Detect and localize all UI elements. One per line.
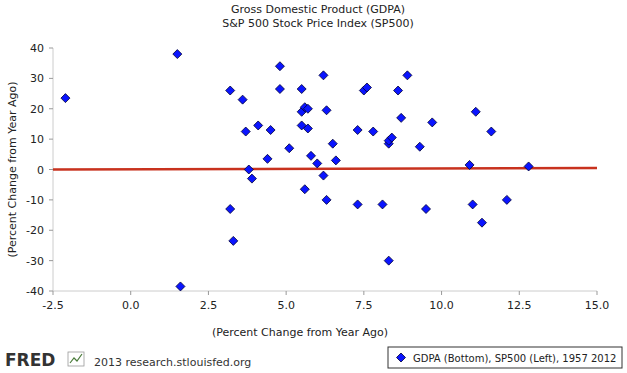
fred-logo: FRED <box>5 350 55 370</box>
point <box>226 86 235 95</box>
point <box>328 139 337 148</box>
x-tick-label: 2.5 <box>200 299 218 312</box>
point <box>300 185 309 194</box>
y-tick-label: -10 <box>26 194 44 207</box>
point <box>397 113 406 122</box>
point <box>275 62 284 71</box>
x-tick <box>286 291 287 295</box>
point <box>61 94 70 103</box>
point <box>331 156 340 165</box>
point <box>428 118 437 127</box>
point <box>176 282 185 291</box>
x-tick-label: 7.5 <box>355 299 373 312</box>
y-tick <box>49 291 53 292</box>
y-tick-label: 0 <box>37 164 44 177</box>
plot-area <box>53 50 597 291</box>
y-tick-label: -30 <box>26 255 44 268</box>
legend-marker <box>397 353 406 362</box>
point <box>322 106 331 115</box>
point <box>378 200 387 209</box>
point <box>319 71 328 80</box>
source: 2013 research.stlouisfed.org <box>94 356 251 369</box>
point <box>319 171 328 180</box>
point <box>322 195 331 204</box>
y-axis-label: (Percent Change from Year Ago) <box>6 81 19 257</box>
point <box>241 127 250 136</box>
x-tick <box>130 291 131 295</box>
x-tick <box>597 291 598 295</box>
legend: GDPA (Bottom), SP500 (Left), 1957 2012 <box>388 347 622 368</box>
point <box>524 162 533 171</box>
point <box>369 127 378 136</box>
chart: Gross Domestic Product (GDPA)S&P 500 Sto… <box>0 0 627 373</box>
point <box>394 86 403 95</box>
point <box>387 133 396 142</box>
point <box>263 154 272 163</box>
y-tick <box>49 260 53 261</box>
point <box>313 159 322 168</box>
y-tick-label: -20 <box>26 224 44 237</box>
y-tick-label: 40 <box>30 42 44 55</box>
point <box>353 126 362 135</box>
logo-icon-line <box>70 354 82 363</box>
y-tick <box>49 199 53 200</box>
point <box>173 50 182 59</box>
y-tick-label: 30 <box>30 72 44 85</box>
x-tick-label: 5.0 <box>277 299 295 312</box>
x-tick-label: 15.0 <box>585 299 610 312</box>
y-tick <box>49 139 53 140</box>
point <box>502 195 511 204</box>
logo-icon-box <box>68 352 84 366</box>
legend-label: GDPA (Bottom), SP500 (Left), 1957 2012 <box>413 353 616 364</box>
subtitle: S&P 500 Stock Price Index (SP500) <box>222 17 413 30</box>
point <box>465 160 474 169</box>
x-tick-label: 12.5 <box>507 299 532 312</box>
point <box>275 85 284 94</box>
point <box>362 83 371 92</box>
point <box>229 236 238 245</box>
x-tick-label: -2.5 <box>42 299 63 312</box>
x-tick <box>208 291 209 295</box>
x-tick <box>363 291 364 295</box>
trend-line <box>53 168 597 170</box>
legend-box <box>388 347 622 368</box>
y-tick-label: 10 <box>30 133 44 146</box>
y-tick-label: -40 <box>26 285 44 298</box>
logo-icon <box>68 352 84 366</box>
y-tick <box>49 108 53 109</box>
x-tick-label: 10.0 <box>429 299 454 312</box>
y-tick <box>49 169 53 170</box>
point <box>247 174 256 183</box>
x-tick-label: 0.0 <box>122 299 140 312</box>
point <box>226 204 235 213</box>
x-axis-line <box>53 291 597 292</box>
point <box>415 142 424 151</box>
y-tick <box>49 78 53 79</box>
point <box>297 85 306 94</box>
point <box>353 200 362 209</box>
point <box>266 126 275 135</box>
point <box>468 200 477 209</box>
point <box>307 151 316 160</box>
y-tick-label: 20 <box>30 103 44 116</box>
point <box>487 127 496 136</box>
x-axis-label: (Percent Change from Year Ago) <box>212 326 388 339</box>
point <box>477 218 486 227</box>
point <box>238 95 247 104</box>
point <box>303 124 312 133</box>
x-tick <box>441 291 442 295</box>
y-tick <box>49 48 53 49</box>
point <box>384 256 393 265</box>
point <box>471 107 480 116</box>
point <box>244 165 253 174</box>
point <box>303 104 312 113</box>
x-tick <box>519 291 520 295</box>
point <box>422 204 431 213</box>
point <box>254 121 263 130</box>
point <box>403 71 412 80</box>
x-tick <box>53 291 54 295</box>
y-tick <box>49 230 53 231</box>
point <box>285 144 294 153</box>
title: Gross Domestic Product (GDPA) <box>231 3 405 16</box>
